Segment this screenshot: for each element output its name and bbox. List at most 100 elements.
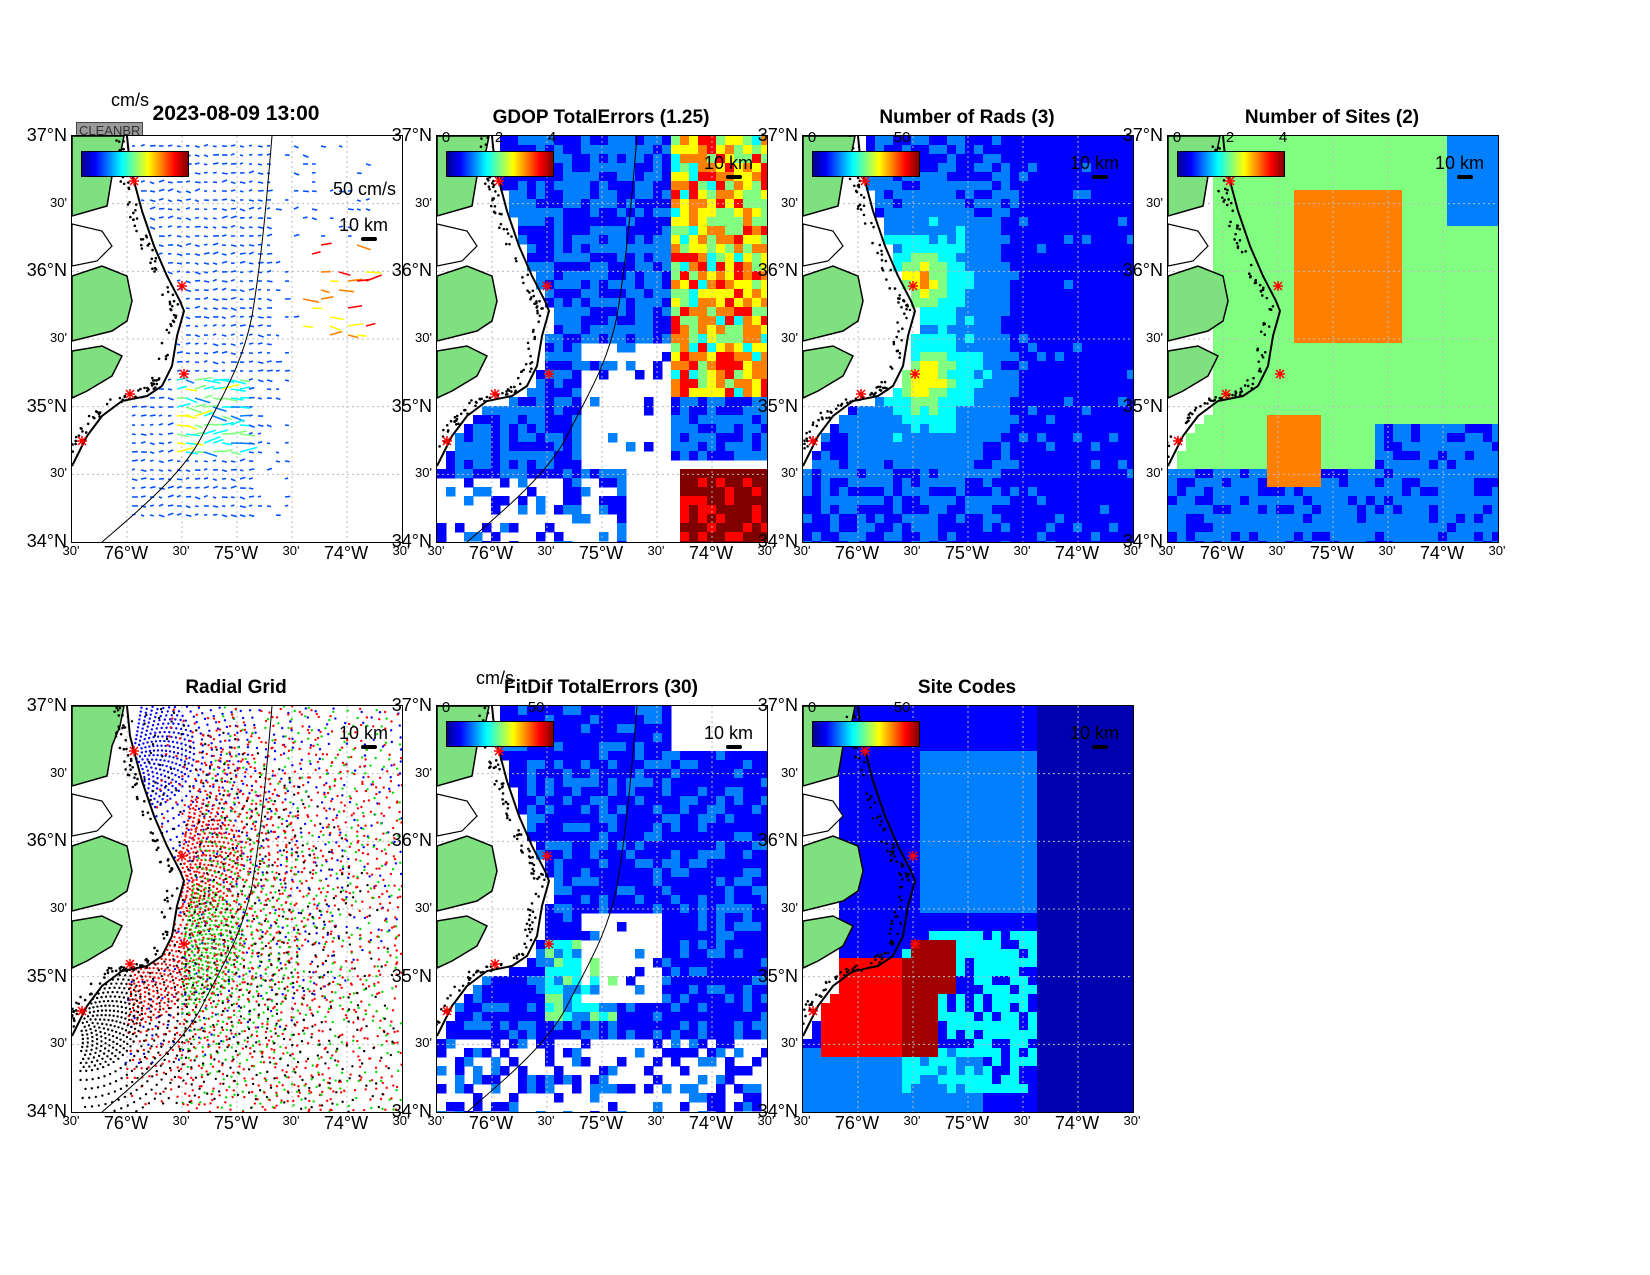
current-vector — [284, 504, 289, 507]
current-vector — [149, 190, 156, 193]
longitude-label: 75°W — [213, 1113, 259, 1133]
current-vector — [167, 469, 172, 472]
current-vector — [158, 188, 165, 192]
current-vector — [266, 343, 272, 346]
radar-site-marker — [908, 281, 918, 291]
current-vector — [302, 154, 309, 159]
current-vector — [257, 145, 263, 148]
current-vector — [203, 379, 221, 384]
current-vector — [185, 242, 192, 246]
current-vector — [149, 442, 155, 446]
map-canvas — [803, 136, 1133, 542]
radar-site-marker — [808, 436, 818, 446]
longitude-label: 75°W — [578, 1113, 624, 1133]
current-vector — [230, 251, 236, 255]
current-vector — [185, 324, 191, 327]
current-vector — [356, 244, 371, 251]
current-vector — [149, 226, 156, 230]
current-vector — [302, 216, 308, 219]
radar-site-marker — [179, 369, 189, 379]
current-vector — [275, 460, 281, 463]
radar-site-marker — [490, 959, 500, 969]
radar-site-marker — [77, 1006, 87, 1016]
current-vector — [194, 188, 201, 192]
unit-label: cm/s — [111, 90, 149, 110]
current-vector — [266, 181, 271, 184]
current-vector — [257, 243, 262, 246]
radar-site-marker — [442, 436, 452, 446]
current-vector — [140, 495, 146, 498]
current-vector — [176, 217, 182, 220]
current-vector — [230, 485, 237, 489]
current-vector — [203, 485, 210, 489]
colorbar-tick-label: 50 — [893, 699, 911, 716]
longitude-label: 76°W — [468, 543, 514, 563]
longitude-label: 74°W — [1419, 543, 1465, 563]
current-vector — [194, 513, 199, 516]
current-vector — [212, 251, 219, 255]
current-vector — [140, 505, 147, 508]
current-vector — [221, 415, 233, 421]
current-vector — [311, 250, 321, 255]
latitude-label: 35°N — [391, 395, 432, 416]
scale-label: 10 km — [1070, 723, 1120, 743]
current-vector — [221, 316, 226, 320]
current-vector — [239, 244, 245, 247]
current-vector — [221, 208, 228, 212]
current-vector — [356, 199, 362, 203]
latitude-label: 35°N — [757, 965, 798, 986]
current-vector — [131, 405, 138, 408]
longitude-label: 30' — [282, 543, 300, 558]
current-vector — [230, 419, 245, 426]
longitude-label: 74°W — [1054, 543, 1100, 563]
radar-site-marker — [494, 746, 504, 756]
current-vector — [167, 378, 172, 381]
current-vector — [176, 208, 181, 211]
longitude-label: 30' — [757, 543, 775, 558]
current-vector — [167, 234, 172, 237]
current-vector — [194, 342, 199, 345]
latitude-label: 30' — [50, 330, 67, 345]
current-vector — [158, 423, 164, 426]
radar-site-marker — [860, 746, 870, 756]
latitude-label: 37°N — [26, 125, 67, 145]
current-vector — [140, 458, 146, 462]
current-vector — [221, 469, 228, 473]
radar-site-marker — [856, 959, 866, 969]
current-vector — [221, 334, 227, 337]
current-vector — [248, 216, 253, 219]
current-vector — [266, 442, 271, 445]
map-gdop — [436, 135, 768, 543]
latitude-label: 30' — [415, 1035, 432, 1051]
current-vector — [221, 287, 227, 291]
current-vector — [230, 144, 236, 147]
longitude-label: 30' — [793, 543, 811, 558]
current-vector — [194, 477, 201, 480]
current-vector — [167, 422, 174, 426]
longitude-label: 30' — [757, 1113, 775, 1128]
current-vector — [257, 424, 264, 427]
radar-site-marker — [494, 176, 504, 186]
current-vector — [194, 145, 200, 149]
current-vector — [275, 260, 281, 264]
latitude-label: 35°N — [391, 965, 432, 986]
current-vector — [176, 385, 188, 390]
longitude-label: 30' — [647, 1113, 665, 1128]
current-vector — [266, 280, 273, 283]
current-vector — [185, 217, 192, 221]
current-vector — [239, 190, 244, 193]
latitude-label: 37°N — [26, 695, 67, 715]
current-vector — [158, 244, 164, 248]
current-vector — [212, 269, 218, 273]
current-vector — [212, 278, 217, 282]
current-vector — [203, 342, 208, 345]
latitude-label: 34°N — [757, 531, 798, 551]
current-vector — [266, 467, 273, 471]
current-vector — [185, 297, 190, 300]
current-vector — [275, 397, 281, 401]
current-vector — [176, 244, 183, 248]
longitude-label: 76°W — [834, 543, 880, 563]
map-canvas — [72, 706, 402, 1112]
current-vector — [239, 379, 250, 383]
current-vector — [140, 477, 147, 480]
